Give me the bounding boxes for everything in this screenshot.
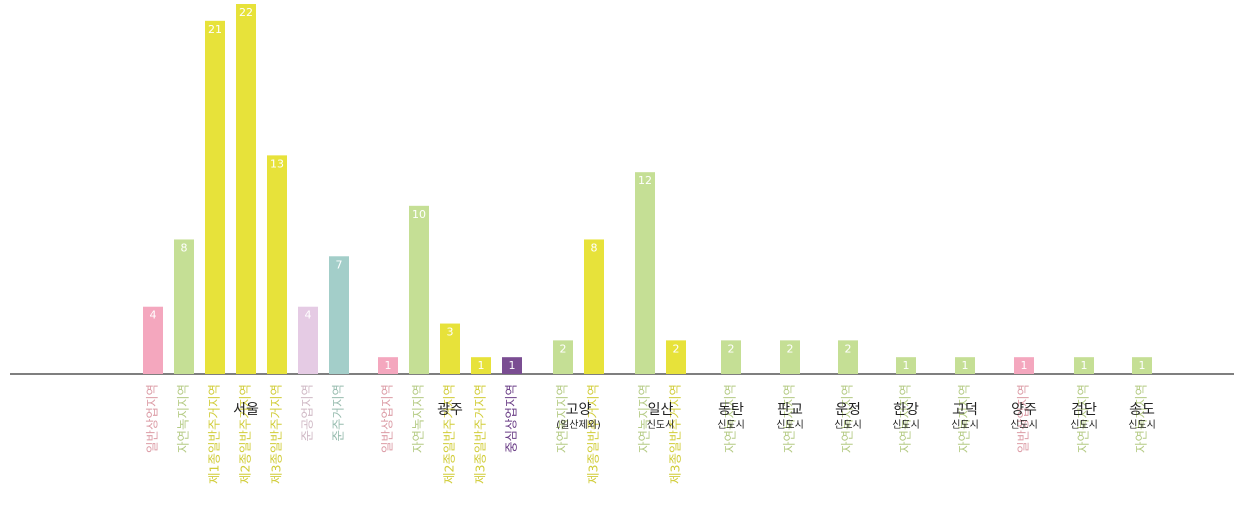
bar-value-label: 12 bbox=[638, 174, 652, 187]
bar bbox=[298, 306, 318, 374]
bar bbox=[329, 256, 349, 374]
bar-category-label: 자연녹지지역 bbox=[840, 384, 855, 453]
group-name-label: 검단 bbox=[1071, 402, 1097, 418]
group-subtitle-label: 신도시 bbox=[1010, 419, 1038, 431]
group-subtitle-label: 신도시 bbox=[776, 419, 804, 431]
bar-value-label: 8 bbox=[591, 241, 598, 254]
bar-category-label: 제3종일반주거지역 bbox=[473, 384, 488, 484]
bar-category-label: 자연녹지지역 bbox=[898, 384, 913, 453]
bar bbox=[205, 20, 225, 375]
bar-value-label: 1 bbox=[478, 359, 485, 372]
bar-category-label: 준공업지역 bbox=[300, 384, 315, 442]
bar bbox=[502, 357, 522, 374]
bar-category-label: 자연녹지지역 bbox=[411, 384, 426, 453]
bar bbox=[440, 323, 460, 374]
group-name-label: 송도 bbox=[1129, 402, 1155, 418]
bar-value-label: 1 bbox=[1021, 359, 1028, 372]
bar bbox=[553, 340, 573, 374]
bar-category-label: 자연녹지지역 bbox=[1134, 384, 1149, 453]
bar-category-label: 자연녹지지역 bbox=[957, 384, 972, 453]
bar-value-label: 1 bbox=[1139, 359, 1146, 372]
group-subtitle-label: (일산제외) bbox=[556, 419, 601, 431]
bar-category-label: 자연녹지지역 bbox=[782, 384, 797, 453]
bar-value-label: 21 bbox=[208, 23, 222, 36]
group-name-label: 서울 bbox=[233, 402, 259, 418]
bar-category-label: 일반상업지역 bbox=[145, 384, 160, 453]
bar-category-label: 제2종일반주거지역 bbox=[442, 384, 457, 484]
bar bbox=[955, 357, 975, 374]
group-subtitle-label: 신도시 bbox=[951, 419, 979, 431]
bar-value-label: 2 bbox=[728, 342, 735, 355]
group-subtitle-label: 신도시 bbox=[1070, 419, 1098, 431]
bar-category-label: 일반상업지역 bbox=[1016, 384, 1031, 453]
bar-category-label: 제3종일반주거지역 bbox=[586, 384, 601, 484]
bar-category-label: 자연녹지지역 bbox=[723, 384, 738, 453]
group-name-label: 양주 bbox=[1011, 402, 1037, 418]
bar-value-label: 3 bbox=[447, 326, 454, 339]
group-name-label: 고덕 bbox=[952, 402, 978, 418]
group-subtitle-label: 신도시 bbox=[834, 419, 862, 431]
bar-value-label: 22 bbox=[239, 6, 253, 19]
bar-category-label: 제3종일반주거지역 bbox=[269, 384, 284, 484]
group-subtitle-label: 신도시 bbox=[1128, 419, 1156, 431]
bar-category-label: 중심상업지역 bbox=[504, 384, 519, 453]
bar bbox=[896, 357, 916, 374]
group-name-label: 일산 bbox=[648, 402, 674, 418]
bar bbox=[838, 340, 858, 374]
bar-category-label: 일반상업지역 bbox=[380, 384, 395, 453]
group-name-label: 고양 bbox=[566, 402, 592, 418]
bar-value-label: 10 bbox=[412, 208, 426, 221]
bar-category-label: 자연녹지지역 bbox=[176, 384, 191, 453]
group-name-label: 판교 bbox=[777, 402, 803, 418]
group-subtitle-label: 신도시 bbox=[892, 419, 920, 431]
bar-value-label: 1 bbox=[385, 359, 392, 372]
group-subtitle-label: 신도시 bbox=[647, 419, 675, 431]
group-name-label: 광주 bbox=[437, 402, 463, 418]
bar bbox=[409, 205, 429, 374]
bar bbox=[1014, 357, 1034, 374]
bar bbox=[236, 4, 256, 374]
bar-category-label: 자연녹지지역 bbox=[637, 384, 652, 453]
bar-category-label: 준주거지역 bbox=[331, 384, 346, 442]
bar bbox=[721, 340, 741, 374]
bar bbox=[666, 340, 686, 374]
bar-value-label: 4 bbox=[305, 309, 312, 322]
bar-value-label: 8 bbox=[181, 241, 188, 254]
bar bbox=[1132, 357, 1152, 374]
bar bbox=[378, 357, 398, 374]
bar-value-label: 2 bbox=[787, 342, 794, 355]
bar-category-label: 제1종일반주거지역 bbox=[207, 384, 222, 484]
group-name-label: 한강 bbox=[893, 402, 919, 418]
bar bbox=[635, 172, 655, 374]
bar bbox=[471, 357, 491, 374]
bar-category-label: 자연녹지지역 bbox=[555, 384, 570, 453]
bar bbox=[174, 239, 194, 374]
group-subtitle-label: 신도시 bbox=[717, 419, 745, 431]
bar-value-label: 4 bbox=[150, 309, 157, 322]
bar-value-label: 2 bbox=[560, 342, 567, 355]
bar-category-label: 제2종일반주거지역 bbox=[238, 384, 253, 484]
bar-value-label: 1 bbox=[509, 359, 516, 372]
bar bbox=[1074, 357, 1094, 374]
bar bbox=[780, 340, 800, 374]
bar-value-label: 13 bbox=[270, 157, 284, 170]
group-name-label: 동탄 bbox=[718, 402, 744, 418]
bar-value-label: 1 bbox=[903, 359, 910, 372]
labels-layer: 일반상업지역 자연녹지지역 제1종일반주거지역 제2종일반주거지역 제3종일반주거지역 준… bbox=[145, 384, 1156, 484]
bar-category-label: 제3종일반주거지역 bbox=[668, 384, 683, 484]
bar-value-label: 2 bbox=[673, 342, 680, 355]
bar bbox=[143, 306, 163, 374]
bar-category-label: 자연녹지지역 bbox=[1076, 384, 1091, 453]
bar bbox=[267, 155, 287, 374]
bar-value-label: 2 bbox=[845, 342, 852, 355]
group-name-label: 운정 bbox=[835, 402, 861, 418]
bar-value-label: 1 bbox=[962, 359, 969, 372]
bar-value-label: 7 bbox=[336, 258, 343, 271]
bar-value-label: 1 bbox=[1081, 359, 1088, 372]
bar bbox=[584, 239, 604, 374]
